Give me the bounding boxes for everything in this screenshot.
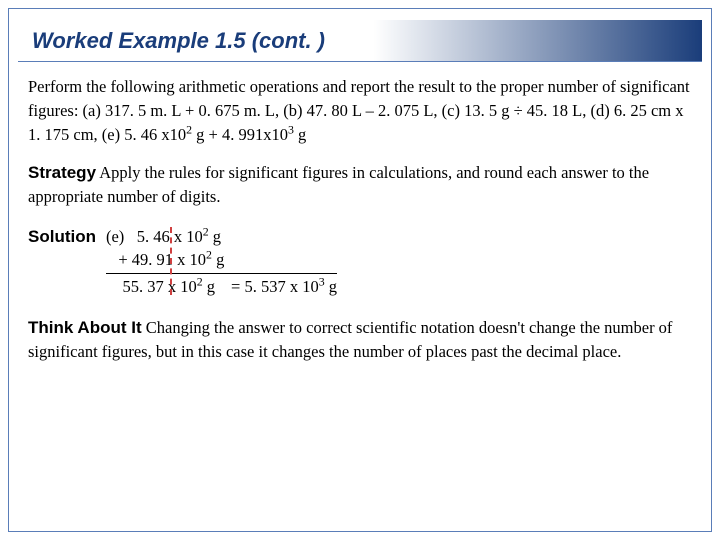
- calc-l1a: 5. 46 x 10: [128, 227, 202, 246]
- calc-l2b: g: [212, 250, 224, 269]
- calc-eq-b: g: [325, 277, 337, 296]
- problem-mid: g + 4. 991x10: [192, 125, 288, 144]
- header-bar: Worked Example 1.5 (cont. ): [18, 20, 702, 62]
- content-area: Perform the following arithmetic operati…: [28, 75, 692, 364]
- problem-end: g: [294, 125, 306, 144]
- think-label: Think About It: [28, 318, 142, 337]
- strategy-text: Apply the rules for significant figures …: [28, 163, 649, 207]
- strategy-label: Strategy: [28, 163, 96, 182]
- sig-fig-guide-line: [170, 227, 172, 295]
- solution-block: Solution (e) 5. 46 x 102 g + 49. 91 x 10…: [28, 225, 692, 297]
- think-about-it-block: Think About It Changing the answer to co…: [28, 316, 692, 365]
- problem-text: Perform the following arithmetic operati…: [28, 77, 690, 144]
- calc-part-label: (e): [106, 227, 124, 246]
- calc-l3a: 55. 37 x 10: [118, 277, 196, 296]
- calc-line-1: (e) 5. 46 x 102 g: [106, 225, 337, 248]
- problem-statement: Perform the following arithmetic operati…: [28, 75, 692, 147]
- strategy-block: Strategy Apply the rules for significant…: [28, 161, 692, 210]
- solution-label: Solution: [28, 225, 96, 250]
- calc-line-3: 55. 37 x 102 g= 5. 537 x 103 g: [106, 273, 337, 298]
- calc-l1b: g: [209, 227, 221, 246]
- calc-l3b: g: [203, 277, 215, 296]
- slide-title: Worked Example 1.5 (cont. ): [32, 28, 325, 54]
- calc-eq-a: = 5. 537 x 10: [231, 277, 319, 296]
- calc-l2a: + 49. 91 x 10: [118, 250, 206, 269]
- calc-column: (e) 5. 46 x 102 g + 49. 91 x 102 g 55. 3…: [104, 225, 337, 297]
- calc-result: = 5. 537 x 103 g: [231, 275, 337, 298]
- solution-body: (e) 5. 46 x 102 g + 49. 91 x 102 g 55. 3…: [104, 225, 337, 297]
- calc-line-2: + 49. 91 x 102 g: [106, 248, 337, 271]
